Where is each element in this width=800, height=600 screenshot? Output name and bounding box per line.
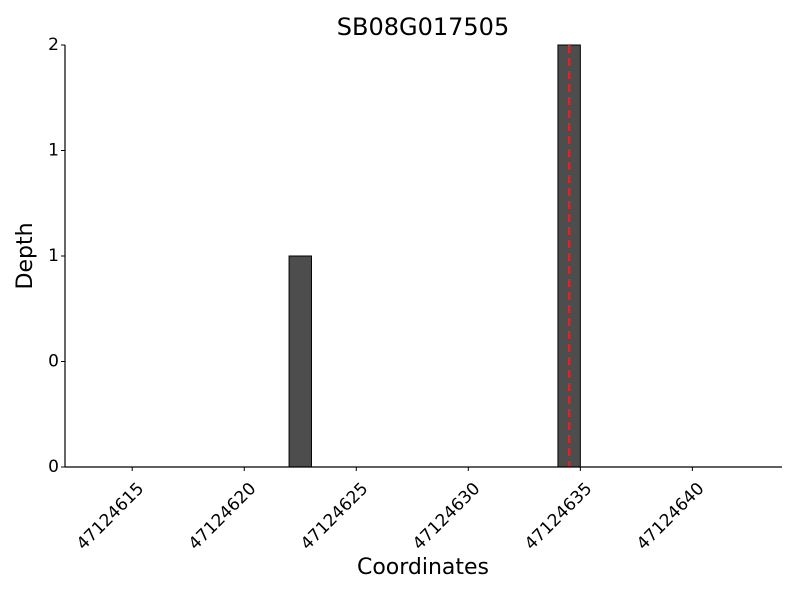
y-tick-label: 0 xyxy=(48,352,59,372)
y-tick-label: 2 xyxy=(48,35,59,55)
x-tick-label: 47124620 xyxy=(185,479,260,554)
bar xyxy=(288,255,312,468)
y-tick-label: 1 xyxy=(48,141,59,161)
chart-title: SB08G017505 xyxy=(337,13,509,41)
y-axis-label: Depth xyxy=(13,222,38,289)
x-tick-label: 47124625 xyxy=(297,479,372,554)
x-tick-label: 47124635 xyxy=(521,479,596,554)
x-axis-label: Coordinates xyxy=(357,555,489,580)
y-tick-label: 1 xyxy=(48,246,59,266)
y-tick-label: 0 xyxy=(48,457,59,477)
x-tick-label: 47124630 xyxy=(409,479,484,554)
x-tick-label: 47124615 xyxy=(73,479,148,554)
x-tick-label: 47124640 xyxy=(633,479,708,554)
